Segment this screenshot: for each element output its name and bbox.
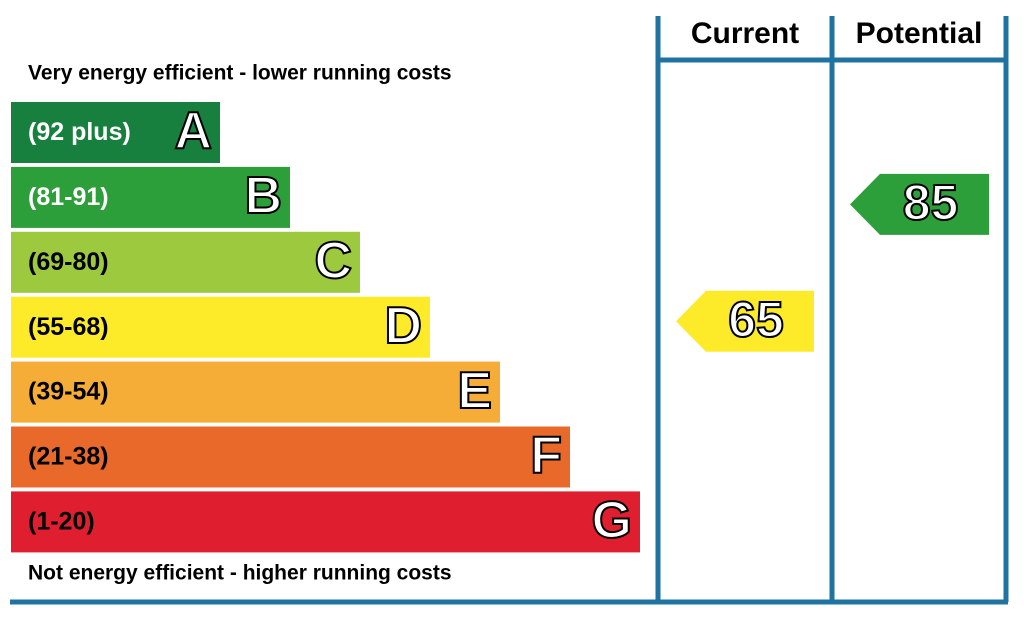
band — [11, 426, 570, 488]
header-current: Current — [691, 17, 799, 50]
band — [11, 166, 290, 228]
band-letter: E — [457, 362, 492, 420]
band — [11, 231, 360, 293]
band-range: (39-54) — [28, 378, 109, 406]
rating-arrow — [850, 173, 989, 235]
band — [11, 296, 430, 358]
band-range: (81-91) — [28, 183, 109, 211]
band-letter: D — [384, 297, 422, 355]
top-note: Very energy efficient - lower running co… — [28, 62, 452, 85]
band — [11, 491, 640, 553]
rating-arrow — [676, 290, 814, 352]
band-letter: A — [174, 102, 212, 160]
band-range: (69-80) — [28, 248, 109, 276]
band — [11, 102, 220, 163]
band-letter: B — [244, 167, 282, 225]
rating-value: 85 — [903, 175, 959, 231]
band — [11, 361, 500, 423]
band-letter: G — [592, 492, 632, 550]
band-range: (55-68) — [28, 313, 109, 341]
rating-value: 65 — [728, 291, 784, 347]
band-letter: C — [314, 232, 352, 290]
bottom-note: Not energy efficient - higher running co… — [28, 562, 452, 585]
band-letter: F — [530, 427, 562, 485]
header-potential: Potential — [856, 17, 983, 50]
band-range: (1-20) — [28, 508, 95, 536]
band-range: (92 plus) — [28, 118, 131, 146]
band-range: (21-38) — [28, 443, 109, 471]
